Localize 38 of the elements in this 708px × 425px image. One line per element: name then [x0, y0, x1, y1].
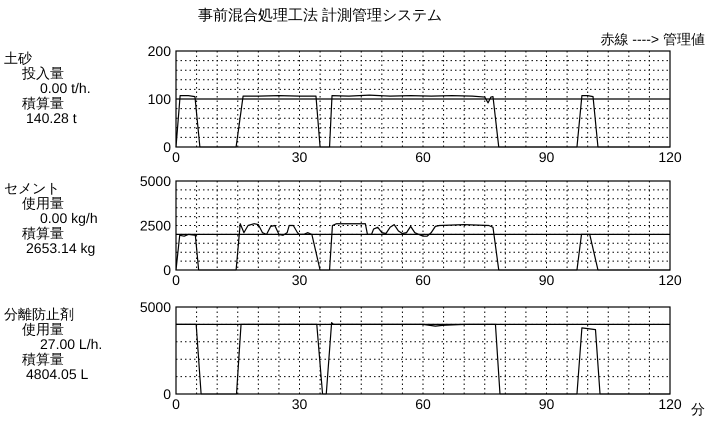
x-tick-label: 90 — [538, 396, 554, 412]
text: 2653.14 kg — [26, 240, 96, 256]
y-tick-label: 0 — [163, 386, 172, 402]
text: 0.00 kg/h — [40, 210, 98, 226]
x-tick-label: 60 — [415, 396, 431, 412]
x-tick-label: 120 — [658, 396, 682, 412]
text: 使用量 — [22, 321, 64, 337]
text: 積算量 — [22, 95, 64, 111]
y-tick-label: 0 — [163, 262, 172, 278]
chart-subtitle: 赤線 ----> 管理値 — [600, 31, 705, 47]
y-tick-label: 200 — [148, 43, 172, 59]
x-axis-title: 分 — [691, 401, 705, 417]
text: 分離防止剤 — [4, 306, 74, 322]
y-tick-label: 100 — [148, 91, 172, 107]
text: 積算量 — [22, 225, 64, 241]
text: 0.00 t/h. — [40, 80, 91, 96]
text: 140.28 t — [26, 110, 77, 126]
text: 4804.05 L — [26, 366, 88, 382]
x-tick-label: 90 — [538, 149, 554, 165]
x-tick-label: 30 — [292, 149, 308, 165]
x-tick-label: 120 — [658, 272, 682, 288]
text: セメント — [4, 180, 60, 196]
text: 積算量 — [22, 351, 64, 367]
text: 投入量 — [21, 65, 64, 81]
x-tick-label: 30 — [292, 396, 308, 412]
text: 27.00 L/h. — [40, 336, 102, 352]
y-tick-label: 0 — [163, 139, 172, 155]
x-tick-label: 90 — [538, 272, 554, 288]
x-tick-label: 30 — [292, 272, 308, 288]
text: 使用量 — [22, 195, 64, 211]
y-tick-label: 2500 — [140, 218, 172, 234]
x-tick-label: 120 — [658, 149, 682, 165]
x-tick-label: 60 — [415, 272, 431, 288]
y-tick-label: 5000 — [140, 173, 172, 189]
x-tick-label: 60 — [415, 149, 431, 165]
text: 土砂 — [4, 50, 32, 66]
chart-title: 事前混合処理工法 計測管理システム — [198, 7, 442, 24]
y-tick-label: 5000 — [140, 299, 172, 315]
